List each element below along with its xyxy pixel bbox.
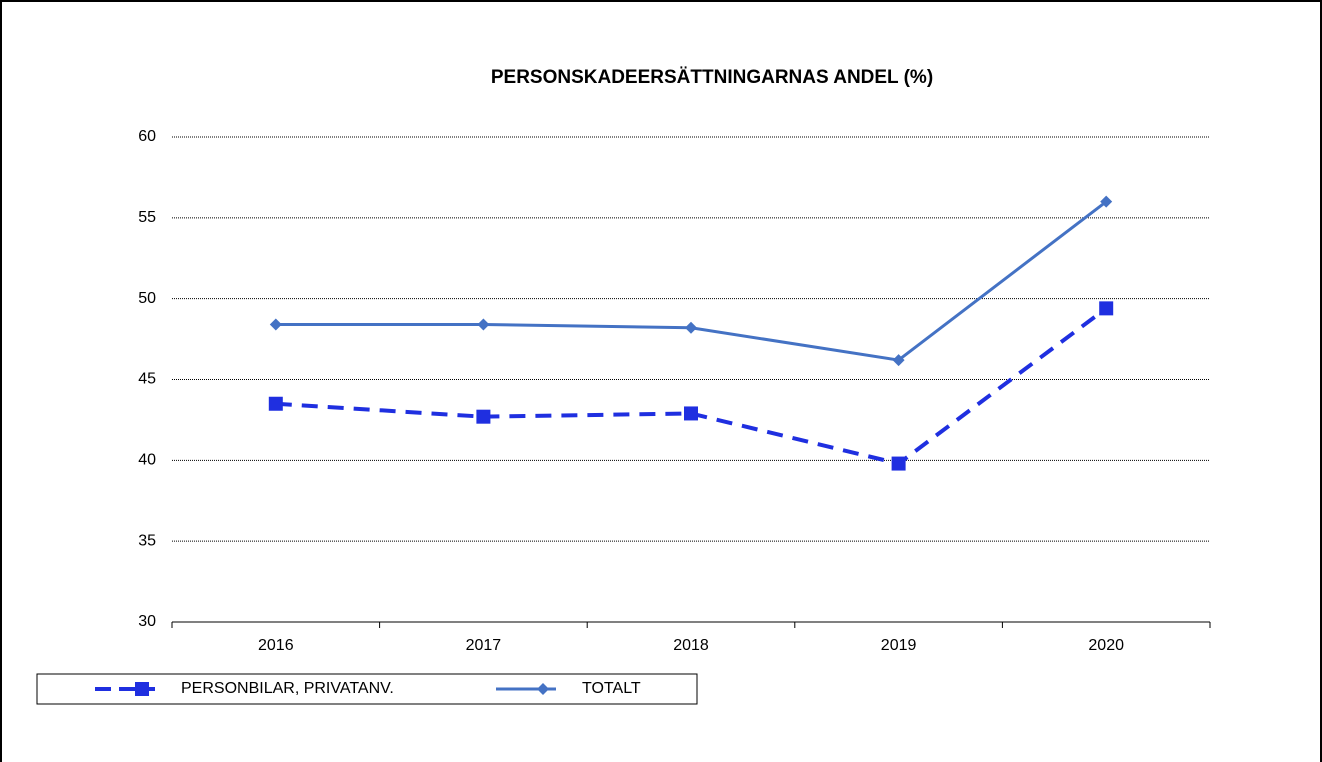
y-tick-label: 35 xyxy=(138,532,156,549)
y-tick-label: 45 xyxy=(138,371,156,388)
legend-marker xyxy=(135,682,149,696)
x-tick-label: 2016 xyxy=(258,637,294,654)
y-tick-label: 50 xyxy=(138,290,156,307)
legend-label: PERSONBILAR, PRIVATANV. xyxy=(181,680,394,697)
series-line xyxy=(275,306,1108,466)
point xyxy=(1099,301,1114,316)
point xyxy=(685,321,697,334)
point xyxy=(891,456,906,471)
point xyxy=(476,409,491,424)
point xyxy=(269,318,282,331)
point xyxy=(684,406,698,421)
y-tick-label: 55 xyxy=(138,209,156,226)
point xyxy=(268,396,283,411)
y-tick-label: 60 xyxy=(138,128,156,145)
legend-label: TOTALT xyxy=(582,680,641,697)
legend-marker xyxy=(537,683,549,695)
y-tick-label: 40 xyxy=(138,452,156,469)
x-tick-label: 2019 xyxy=(881,637,917,654)
x-tick-label: 2020 xyxy=(1088,637,1124,654)
point xyxy=(477,318,490,331)
y-tick-label: 30 xyxy=(138,613,156,630)
chart-title: PERSONSKADEERSÄTTNINGARNAS ANDEL (%) xyxy=(491,67,933,88)
point xyxy=(892,354,905,367)
point xyxy=(1100,195,1113,208)
x-tick-label: 2018 xyxy=(673,637,709,654)
x-tick-label: 2017 xyxy=(466,637,502,654)
